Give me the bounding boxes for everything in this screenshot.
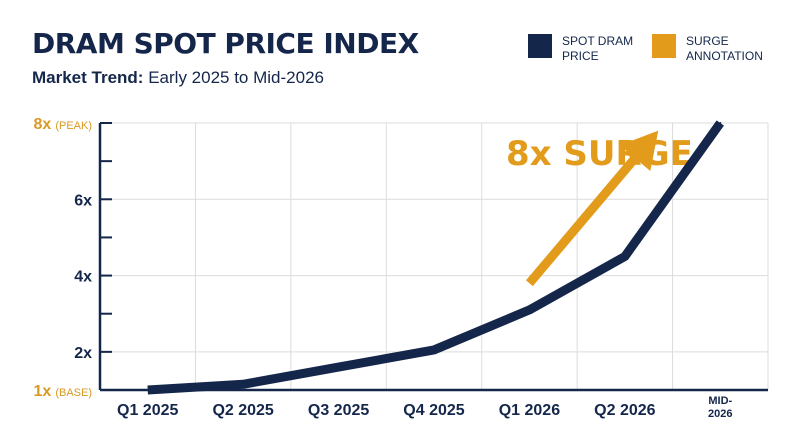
data-point [719,122,722,124]
x-tick-label: Q2 2026 [594,402,655,419]
legend-item-price: SPOT DRAM PRICE [528,34,646,64]
legend-swatch-price [528,34,552,58]
y-tick-label: 4x [74,269,92,286]
data-point [433,348,435,351]
subtitle-rest: Early 2025 to Mid-2026 [143,68,324,87]
x-tick-label: MID-2026 [708,395,732,420]
x-tick-label: Q4 2025 [403,402,464,419]
x-tick-label: Q2 2025 [212,402,273,419]
x-tick-label: Q3 2025 [308,402,369,419]
legend-label-price: SPOT DRAM PRICE [562,34,634,63]
y-tick-label: 1x (BASE) [34,383,92,400]
surge-annotation-label: 8x SURGE [506,134,693,174]
data-point [337,366,340,369]
y-tick-label: 6x [74,192,92,209]
x-tick-label: Q1 2026 [499,402,560,419]
x-tick-label: Q1 2025 [117,402,178,419]
y-tick-label: 2x [74,345,92,362]
subtitle-lead: Market Trend: [32,68,144,87]
legend-swatch-surge [652,34,676,58]
data-point [242,383,245,386]
data-point [528,308,531,311]
y-tick-label: 8x (PEAK) [34,116,92,133]
chart-subtitle: Market Trend: Early 2025 to Mid-2026 [32,68,324,88]
surge-arrow-head [619,130,659,172]
legend-label-surge: SURGE ANNOTATION [686,34,763,63]
legend-item-surge: SURGE ANNOTATION [652,34,770,64]
data-point [146,389,149,391]
surge-arrow-shaft [525,155,639,287]
chart-title: DRAM SPOT PRICE INDEX [32,27,419,60]
data-point [623,255,626,258]
